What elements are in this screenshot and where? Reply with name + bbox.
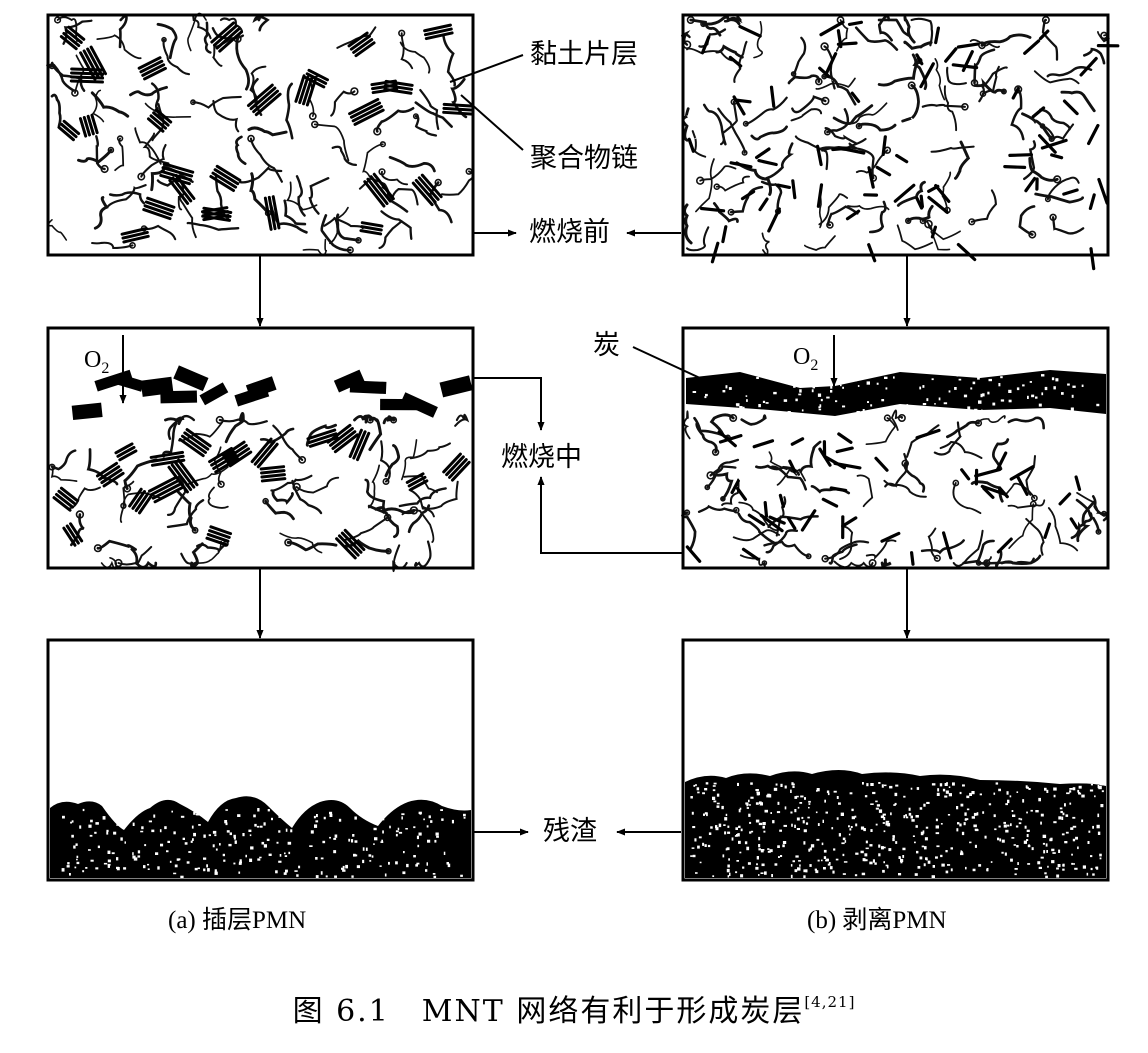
arrow-to-during-label-top <box>473 377 545 431</box>
leader-polymer-chains <box>460 94 524 151</box>
panel-exfoliated-residue <box>681 638 1110 882</box>
label-char: 炭 <box>593 330 620 361</box>
oxygen-label-left: O2 <box>84 347 110 377</box>
panel-exfoliated-before <box>681 13 1110 257</box>
intercalated-during-burning-texture <box>48 365 473 573</box>
panel-intercalated-residue <box>46 638 475 882</box>
leader-char <box>632 346 716 386</box>
exfoliated-before-burning-texture <box>680 14 1120 271</box>
caption-intercalated: (a) 插层PMN <box>168 907 307 934</box>
oxygen-label-right: O2 <box>793 344 819 374</box>
figure-caption: 图 6.1 MNT 网络有利于形成炭层[4,21] <box>292 993 856 1029</box>
figure-reference: [4,21] <box>804 993 856 1011</box>
exfoliated-residue-texture <box>685 770 1106 879</box>
label-residue: 残渣 <box>543 816 597 847</box>
intercalated-before-burning-texture <box>46 12 475 256</box>
label-before-burning: 燃烧前 <box>529 217 610 248</box>
label-polymer-chains: 聚合物链 <box>530 143 638 174</box>
arrow-to-during-label-bottom <box>537 476 683 554</box>
leader-clay-layers <box>449 54 524 83</box>
intercalated-residue-texture <box>50 796 471 879</box>
caption-exfoliated: (b) 剥离PMN <box>807 907 947 934</box>
panel-exfoliated-during <box>681 326 1110 570</box>
label-clay-layers: 黏土片层 <box>530 39 638 70</box>
exfoliated-during-burning-texture <box>681 370 1109 569</box>
label-during-burning: 燃烧中 <box>501 442 582 473</box>
